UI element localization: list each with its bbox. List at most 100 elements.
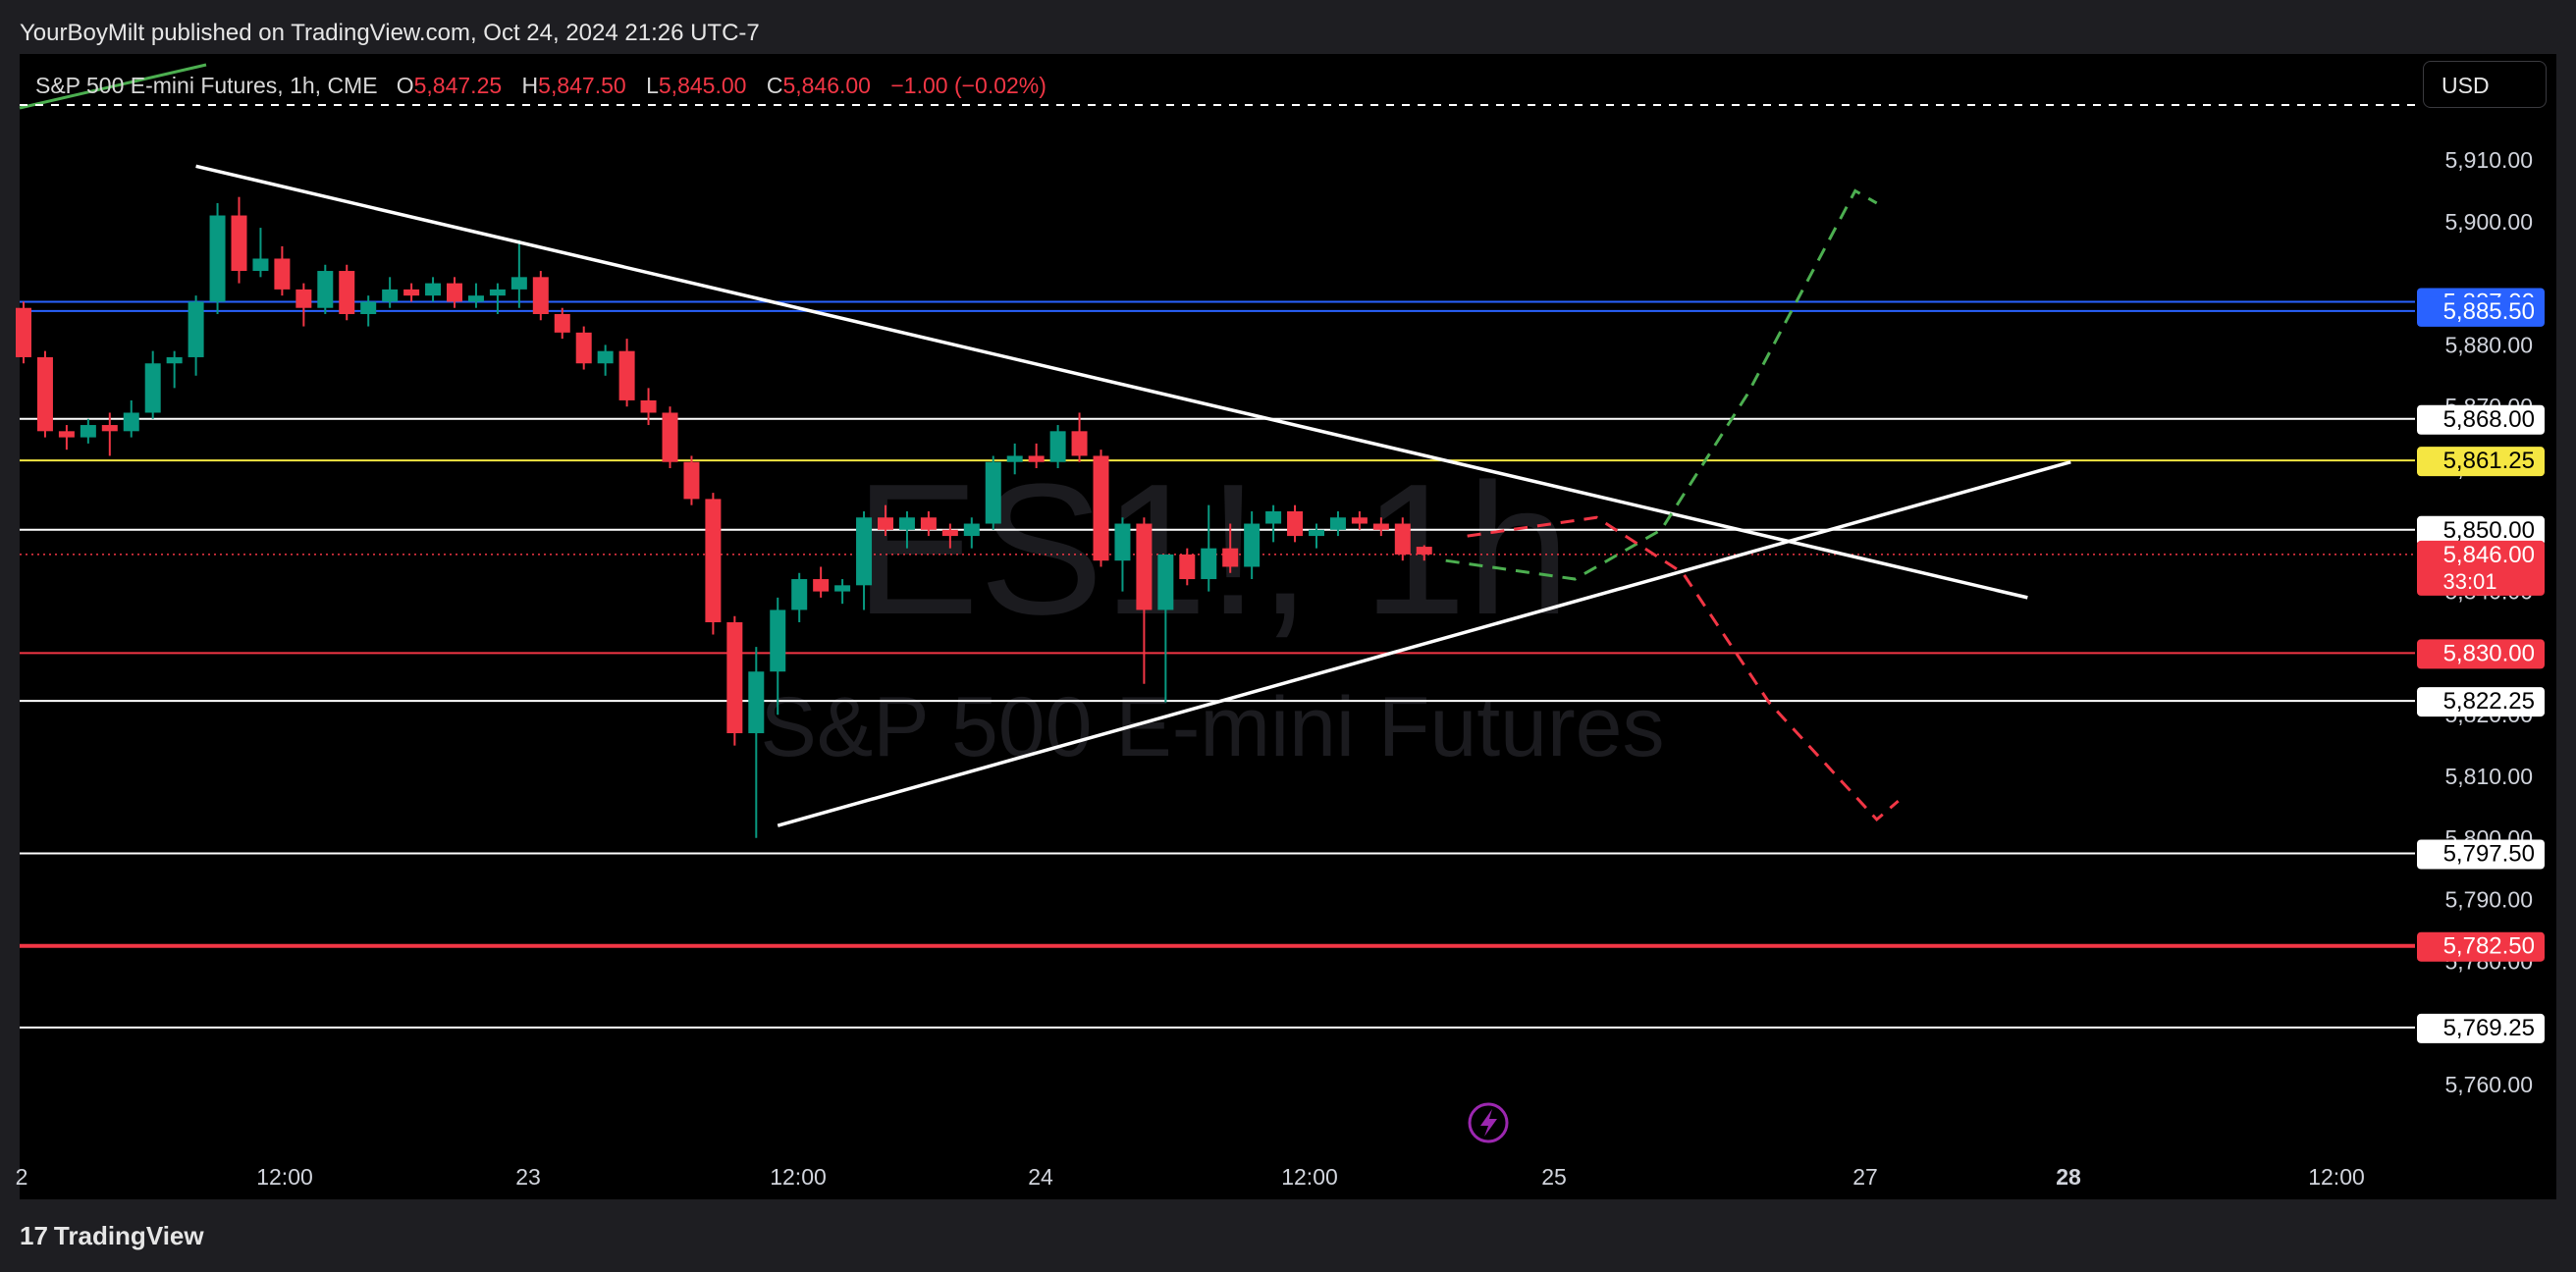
currency-button[interactable]: USD <box>2423 61 2547 108</box>
candle-body[interactable] <box>1416 547 1432 555</box>
tradingview-logo[interactable]: 17 TradingView <box>20 1221 204 1251</box>
candle-body[interactable] <box>209 215 226 302</box>
candle-body[interactable] <box>770 610 786 672</box>
candle-body[interactable] <box>1394 523 1411 555</box>
candle-body[interactable] <box>166 356 183 364</box>
price-level-label-text: 5,861.25 <box>2443 448 2535 474</box>
price-level-label <box>2417 687 2545 717</box>
candle-body[interactable] <box>295 289 312 308</box>
candle-body[interactable] <box>16 307 31 357</box>
price-level-label <box>2417 931 2545 962</box>
candle-body[interactable] <box>80 425 96 438</box>
candle-body[interactable] <box>382 289 399 302</box>
candle-body[interactable] <box>963 523 980 537</box>
candle-body[interactable] <box>662 412 678 462</box>
x-tick-label: 28 <box>2056 1164 2081 1190</box>
candle-body[interactable] <box>748 671 765 734</box>
candle-body[interactable] <box>339 271 355 314</box>
watermark-name: S&P 500 E-mini Futures <box>761 680 1665 774</box>
bearish-path-projection[interactable] <box>1467 515 1900 822</box>
price-level-label <box>2417 515 2545 546</box>
candle-body[interactable] <box>1329 517 1346 530</box>
candle-body[interactable] <box>1201 548 1217 580</box>
price-level-label-text: 5,830.00 <box>2443 640 2535 666</box>
candle-body[interactable] <box>360 301 377 314</box>
candle-body[interactable] <box>317 271 334 308</box>
candle-body[interactable] <box>1071 431 1088 456</box>
candle-body[interactable] <box>791 579 808 610</box>
price-level-lines <box>20 300 2415 1029</box>
candle-body[interactable] <box>274 258 291 290</box>
symbol-name: S&P 500 E-mini Futures, 1h, CME <box>35 73 378 98</box>
price-level-label-text: 5,782.50 <box>2443 933 2535 960</box>
candle-body[interactable] <box>123 412 139 432</box>
candle-body[interactable] <box>920 517 937 530</box>
candle-body[interactable] <box>1372 523 1389 530</box>
low-value: 5,845.00 <box>658 73 747 98</box>
candle-body[interactable] <box>425 283 442 296</box>
candle-body[interactable] <box>640 399 657 413</box>
candle-body[interactable] <box>447 283 462 302</box>
open-label: O <box>396 73 414 98</box>
candle-body[interactable] <box>1179 554 1196 580</box>
candle-body[interactable] <box>231 215 247 272</box>
candle-body[interactable] <box>941 529 958 537</box>
candle-body[interactable] <box>597 350 614 364</box>
candle-body[interactable] <box>575 332 592 364</box>
candle-body[interactable] <box>188 301 204 357</box>
candle-body[interactable] <box>403 289 420 296</box>
ascending-support-trendline[interactable] <box>777 460 2071 827</box>
time-axis[interactable]: 2 12:00 23 12:00 24 12:00 25 27 28 12:00 <box>16 1164 2365 1190</box>
x-tick-label: 12:00 <box>770 1164 827 1190</box>
candle-body[interactable] <box>1265 510 1282 524</box>
candle-body[interactable] <box>252 258 269 272</box>
candle-body[interactable] <box>1028 455 1045 462</box>
bullish-path-projection[interactable] <box>1445 188 1878 581</box>
descending-resistance-trendline[interactable] <box>195 164 2028 600</box>
y-tick-label: 5,880.00 <box>2444 332 2533 357</box>
candle-body[interactable] <box>467 295 484 302</box>
brand-name: TradingView <box>53 1221 204 1250</box>
candle-body[interactable] <box>532 277 549 314</box>
candle-body[interactable] <box>36 356 53 432</box>
candle-body[interactable] <box>101 425 118 432</box>
candle-body[interactable] <box>705 499 722 622</box>
candle-body[interactable] <box>1287 510 1304 537</box>
candle-body[interactable] <box>1351 517 1368 524</box>
candle-body[interactable] <box>510 277 527 290</box>
candle-body[interactable] <box>1157 554 1174 610</box>
candle-body[interactable] <box>898 517 915 530</box>
candle-body[interactable] <box>1136 523 1153 610</box>
x-tick-label: 2 <box>16 1164 28 1190</box>
candle-body[interactable] <box>1093 455 1109 561</box>
candle-body[interactable] <box>144 363 161 413</box>
candle-body[interactable] <box>683 461 700 500</box>
green-top-segment <box>19 63 207 110</box>
candle-body[interactable] <box>1049 431 1066 462</box>
last-price-label <box>2417 540 2545 596</box>
candle-body[interactable] <box>1006 455 1023 462</box>
candle-body[interactable] <box>1114 523 1131 561</box>
candle-body[interactable] <box>1244 523 1261 567</box>
open-value: 5,847.25 <box>413 73 503 98</box>
candle-body[interactable] <box>813 579 830 592</box>
candle-body[interactable] <box>878 517 893 530</box>
chart-area[interactable] <box>20 54 2556 1199</box>
price-level-label <box>2417 404 2545 435</box>
candle-body[interactable] <box>985 461 1001 524</box>
candle-body[interactable] <box>1222 548 1239 567</box>
candle-body[interactable] <box>618 350 635 400</box>
x-tick-label: 23 <box>515 1164 541 1190</box>
candle-body[interactable] <box>1309 529 1324 537</box>
candle-body[interactable] <box>726 622 743 734</box>
high-value: 5,847.50 <box>538 73 626 98</box>
candle-body[interactable] <box>58 431 75 438</box>
candle-body[interactable] <box>554 314 570 333</box>
candle-body[interactable] <box>834 585 851 592</box>
price-level-labels: 5,887.005,885.505,868.005,861.255,850.00… <box>2417 288 2545 1043</box>
price-level-label-text: 5,769.25 <box>2443 1015 2535 1041</box>
candle-body[interactable] <box>489 289 506 296</box>
flash-icon[interactable] <box>1468 1102 1509 1143</box>
candle-body[interactable] <box>856 517 873 586</box>
